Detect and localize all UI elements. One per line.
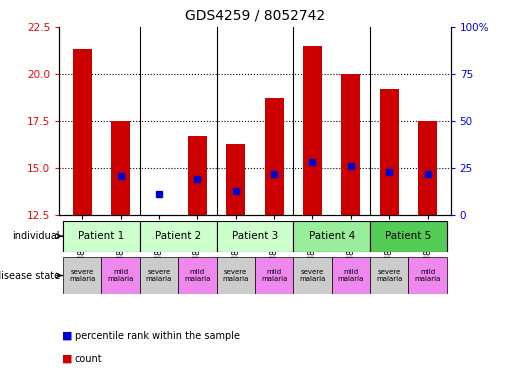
Bar <box>341 74 360 215</box>
Text: severe
malaria: severe malaria <box>146 269 172 282</box>
Bar <box>111 121 130 215</box>
Bar <box>73 50 92 215</box>
Bar <box>418 121 437 215</box>
Bar <box>216 221 294 252</box>
Bar <box>265 98 284 215</box>
Bar <box>101 257 140 294</box>
Text: mild
malaria: mild malaria <box>108 269 134 282</box>
Title: GDS4259 / 8052742: GDS4259 / 8052742 <box>185 9 325 23</box>
Text: ■: ■ <box>62 331 72 341</box>
Text: mild
malaria: mild malaria <box>184 269 211 282</box>
Text: mild
malaria: mild malaria <box>338 269 364 282</box>
Text: Patient 2: Patient 2 <box>155 231 201 241</box>
Bar <box>226 144 245 215</box>
Text: ■: ■ <box>62 354 72 364</box>
Bar <box>178 257 216 294</box>
Bar <box>149 215 168 217</box>
Text: individual: individual <box>12 231 60 241</box>
Bar <box>188 136 207 215</box>
Bar <box>140 257 178 294</box>
Text: mild
malaria: mild malaria <box>415 269 441 282</box>
Bar <box>294 257 332 294</box>
Bar <box>255 257 294 294</box>
Text: disease state: disease state <box>0 270 60 281</box>
Bar <box>63 257 101 294</box>
Bar <box>140 221 216 252</box>
Text: Patient 1: Patient 1 <box>78 231 125 241</box>
Bar <box>370 221 447 252</box>
Bar <box>216 257 255 294</box>
Text: count: count <box>75 354 102 364</box>
Text: severe
malaria: severe malaria <box>299 269 325 282</box>
Text: Patient 5: Patient 5 <box>385 231 432 241</box>
Bar <box>63 221 140 252</box>
Bar <box>332 257 370 294</box>
Bar <box>380 89 399 215</box>
Text: severe
malaria: severe malaria <box>222 269 249 282</box>
Text: Patient 4: Patient 4 <box>308 231 355 241</box>
Bar <box>408 257 447 294</box>
Bar <box>303 46 322 215</box>
Text: severe
malaria: severe malaria <box>376 269 402 282</box>
Text: Patient 3: Patient 3 <box>232 231 278 241</box>
Bar <box>370 257 408 294</box>
Text: mild
malaria: mild malaria <box>261 269 287 282</box>
Bar <box>294 221 370 252</box>
Text: percentile rank within the sample: percentile rank within the sample <box>75 331 239 341</box>
Text: severe
malaria: severe malaria <box>69 269 95 282</box>
